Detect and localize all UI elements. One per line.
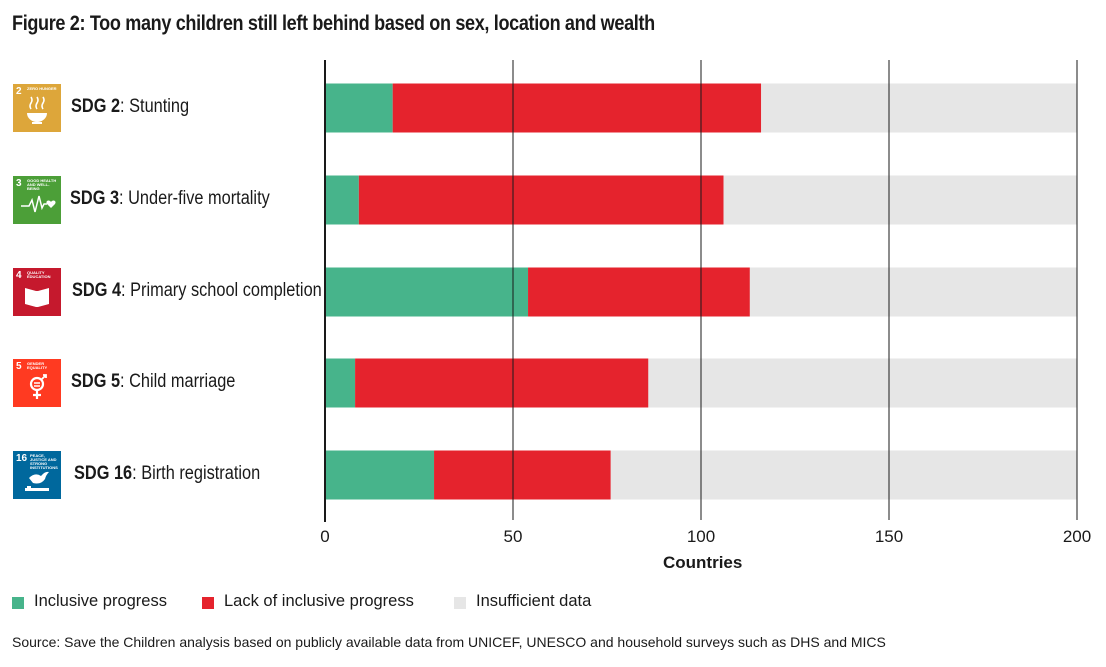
category-description: : Under-five mortality [119,188,270,209]
sdg-badge-number: 16 [16,453,28,464]
x-tick-label-200: 200 [1063,527,1091,546]
bar-inclusive-1 [325,83,393,133]
legend-label-insufficient: Insufficient data [476,592,592,610]
x-axis-title: Countries [663,553,743,572]
sdg3-badge: 3 GOOD HEALTH AND WELL-BEING [13,176,61,224]
sdg-badge-text: ZERO HUNGER [27,86,57,91]
bar-insufficient-4 [648,358,1077,408]
sdg4-badge: 4 QUALITY EDUCATION [13,268,61,316]
sdg-badge-number: 2 [16,86,22,97]
x-tick-label-0: 0 [320,527,329,546]
chart-title: Figure 2: Too many children still left b… [12,12,655,35]
category-label-5: SDG 5: Child marriage [71,371,235,393]
bar-lack-4 [355,358,649,408]
bowl-icon [27,96,47,124]
sdg5-badge: 5 GENDER EQUALITY [13,359,61,407]
sdg-badge-number: 4 [16,270,22,281]
category-goal: SDG 5 [71,371,121,392]
legend-swatch-inclusive [12,597,24,609]
bar-lack-3 [528,267,750,317]
legend-label-inclusive: Inclusive progress [34,592,167,610]
bar-lack-5 [434,450,611,500]
dove-icon [25,471,49,491]
category-label-3: SDG 3: Under-five mortality [70,188,270,210]
category-label-2: SDG 2: Stunting [71,96,189,118]
sdg-badge-number: 5 [16,361,22,372]
category-label-4: SDG 4: Primary school completion [72,280,322,302]
x-tick-label-150: 150 [875,527,903,546]
sdg-badge-text: GENDER EQUALITY [27,361,48,370]
category-description: : Child marriage [120,371,236,392]
sdg16-badge: 16 PEACE, JUSTICE AND STRONG INSTITUTIONS [13,451,61,499]
category-description: : Primary school completion [121,280,322,301]
category-goal: SDG 4 [72,280,122,301]
category-description: : Birth registration [132,463,261,484]
x-tick-label-50: 50 [504,527,523,546]
bar-insufficient-5 [610,450,1077,500]
book-icon [25,288,49,307]
bar-insufficient-2 [723,175,1077,225]
heartbeat-icon [21,195,56,213]
x-tick-label-100: 100 [687,527,715,546]
source-note: Source: Save the Children analysis based… [12,634,886,650]
sdg-badge-text: QUALITY EDUCATION [27,270,51,279]
legend-swatch-insufficient [454,597,466,609]
category-goal: SDG 3 [70,188,120,209]
bar-inclusive-5 [325,450,435,500]
gender-icon [29,374,47,399]
category-goal: SDG 2 [71,96,121,117]
bar-insufficient-1 [761,83,1077,133]
sdg2-badge: 2 ZERO HUNGER [13,84,61,132]
category-goal: SDG 16 [74,463,133,484]
bar-inclusive-3 [325,267,529,317]
legend-swatch-lack [202,597,214,609]
legend-label-lack: Lack of inclusive progress [224,592,414,610]
bar-lack-1 [392,83,762,133]
bar-lack-2 [358,175,724,225]
sdg-badge-text: PEACE, JUSTICE AND STRONG INSTITUTIONS [30,453,58,470]
sdg-badge-text: GOOD HEALTH AND WELL-BEING [27,178,57,191]
bar-insufficient-3 [749,267,1077,317]
bar-inclusive-4 [325,358,356,408]
sdg-badge-number: 3 [16,178,22,189]
category-label-16: SDG 16: Birth registration [74,463,260,485]
category-description: : Stunting [120,96,190,117]
bar-inclusive-2 [325,175,359,225]
